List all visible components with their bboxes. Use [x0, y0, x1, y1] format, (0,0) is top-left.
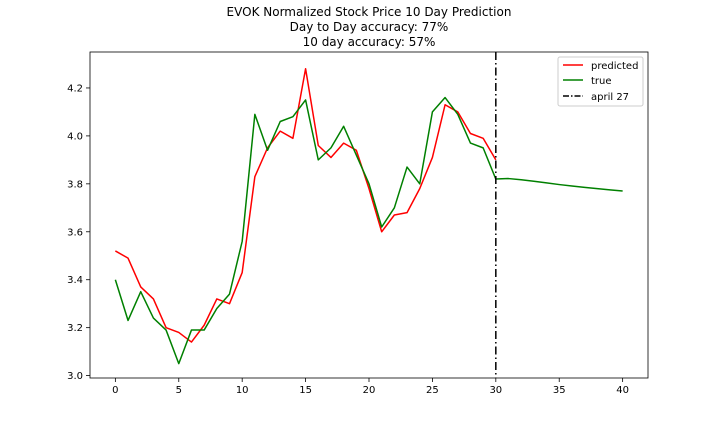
legend-label-predicted: predicted: [591, 61, 638, 72]
y-tick-label: 3.4: [67, 275, 83, 286]
plot-frame: [89, 51, 649, 379]
x-tick-label: 40: [616, 385, 629, 396]
y-tick-label: 4.0: [67, 131, 83, 142]
legend: predicted true april 27: [557, 56, 644, 107]
x-tick-label: 5: [176, 385, 182, 396]
y-tick-label: 3.0: [67, 371, 83, 382]
y-axis: 3.0 3.2 3.4 3.6 3.8 4.0 4.2: [67, 83, 90, 382]
x-tick-label: 10: [236, 385, 249, 396]
legend-label-true: true: [591, 76, 612, 87]
x-tick-label: 15: [299, 385, 312, 396]
chart-subtitle-line-1: Day to Day accuracy: 77%: [290, 20, 449, 34]
y-tick-label: 3.2: [67, 323, 83, 334]
x-tick-label: 20: [363, 385, 376, 396]
series-line-true: [114, 96, 623, 365]
chart-title: EVOK Normalized Stock Price 10 Day Predi…: [227, 5, 512, 19]
x-tick-label: 35: [553, 385, 566, 396]
chart-subtitle-line-2: 10 day accuracy: 57%: [303, 35, 436, 49]
y-tick-label: 3.6: [67, 227, 83, 238]
plot-area: [114, 52, 623, 378]
x-axis: 0 5 10 15 20 25 30 35 40: [112, 378, 629, 396]
series-line-predicted: [114, 68, 497, 343]
y-tick-label: 3.8: [67, 179, 83, 190]
x-tick-label: 25: [426, 385, 439, 396]
legend-label-april-27: april 27: [591, 92, 629, 103]
x-tick-label: 30: [489, 385, 502, 396]
y-tick-label: 4.2: [67, 83, 83, 94]
legend-box: [557, 56, 644, 107]
x-tick-label: 0: [112, 385, 118, 396]
